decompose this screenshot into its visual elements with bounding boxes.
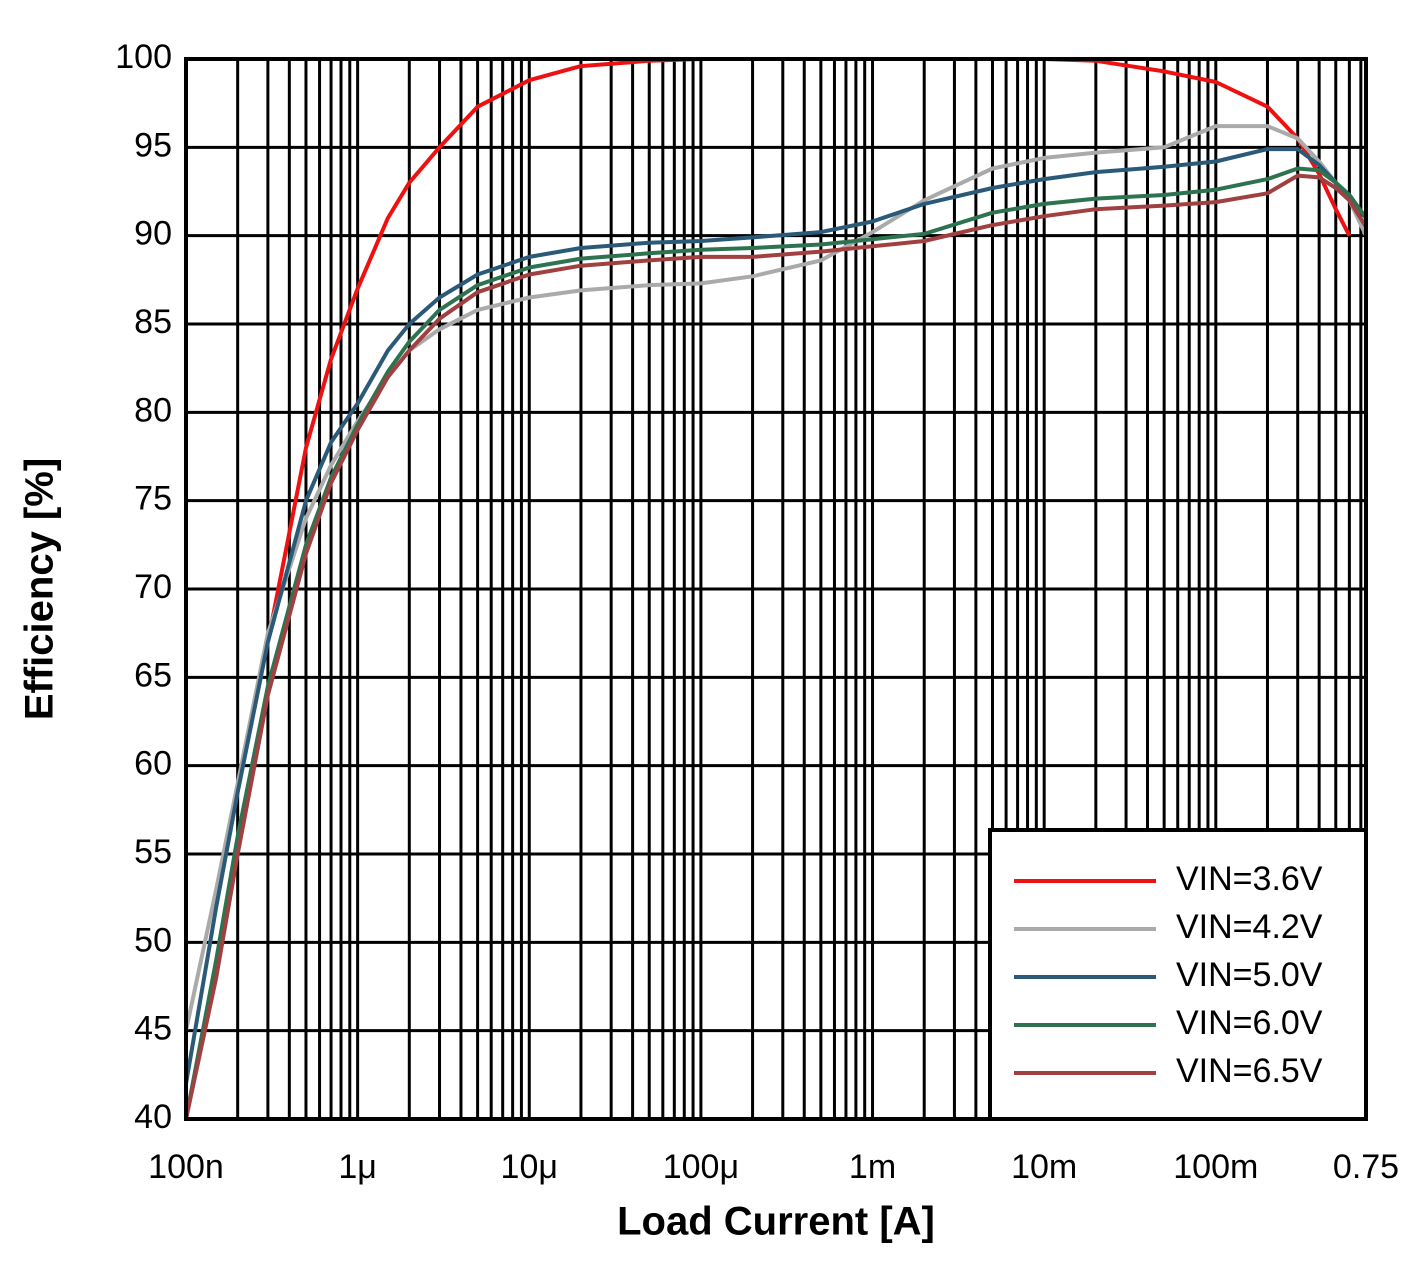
y-tick-label: 90 <box>134 215 172 253</box>
plot-frame <box>184 57 1368 1121</box>
x-tick-label: 1μ <box>338 1148 377 1186</box>
y-tick-label: 55 <box>134 833 172 871</box>
series-line <box>186 124 1366 1032</box>
y-tick-label: 65 <box>134 656 172 694</box>
x-tick-label: 100m <box>1173 1148 1258 1186</box>
y-axis-title: Efficiency [%] <box>18 458 62 720</box>
legend-label: VIN=4.2V <box>1176 908 1323 946</box>
legend-label: VIN=6.5V <box>1176 1052 1323 1090</box>
x-tick-label: 1m <box>849 1148 896 1186</box>
y-tick-label: 95 <box>134 126 172 164</box>
y-tick-label: 40 <box>134 1098 172 1136</box>
legend-label: VIN=5.0V <box>1176 956 1323 994</box>
y-tick-label: 70 <box>134 568 172 606</box>
x-axis-title: Load Current [A] <box>617 1200 935 1244</box>
y-tick-label: 80 <box>134 391 172 429</box>
legend-label: VIN=3.6V <box>1176 860 1323 898</box>
x-tick-label: 10m <box>1011 1148 1077 1186</box>
x-tick-label: 10μ <box>501 1148 558 1186</box>
y-tick-label: 85 <box>134 303 172 341</box>
series-line <box>186 147 1366 1085</box>
y-tick-label: 45 <box>134 1010 172 1048</box>
y-tick-label: 50 <box>134 921 172 959</box>
x-tick-label: 100n <box>148 1148 224 1186</box>
x-tick-label: 0.75 <box>1333 1148 1399 1186</box>
y-tick-label: 100 <box>115 38 172 76</box>
y-tick-label: 75 <box>134 480 172 518</box>
y-tick-label: 60 <box>134 745 172 783</box>
legend-label: VIN=6.0V <box>1176 1004 1323 1042</box>
x-tick-label: 100μ <box>663 1148 739 1186</box>
series-line <box>186 173 1366 1119</box>
legend-box <box>988 828 1368 1121</box>
